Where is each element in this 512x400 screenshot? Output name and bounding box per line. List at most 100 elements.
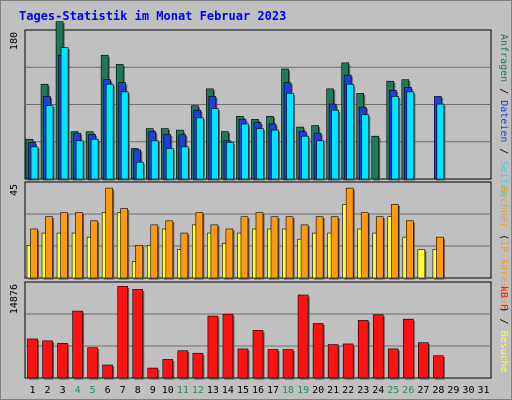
x-tick-label: 29 (447, 385, 459, 396)
x-tick-label: 28 (432, 385, 444, 396)
bar-seiten (301, 135, 309, 180)
x-tick-label: 12 (192, 385, 204, 396)
legend-segment: / (498, 82, 509, 100)
bar-seiten (181, 146, 189, 180)
bar-kb (312, 323, 324, 379)
bar-kb (403, 318, 414, 379)
x-tick-label: 17 (267, 385, 279, 396)
x-tick-label: 30 (462, 385, 474, 396)
bar-besuche (345, 187, 354, 279)
x-tick-label: 22 (342, 385, 354, 396)
bar-seiten (241, 123, 249, 180)
bar-kb (192, 352, 204, 379)
bar-kb (418, 342, 429, 379)
panel-mid-max-label: 45 (9, 184, 20, 196)
bar-besuche (150, 224, 159, 279)
bar-besuche (180, 232, 189, 279)
bar-kb (162, 359, 174, 379)
bar-kb (132, 289, 144, 379)
bar-kb (357, 320, 369, 379)
bar-seiten (346, 83, 354, 180)
bar-kb (327, 344, 339, 379)
panel-mid-legend: Rechner (IP-Adressen) / Besuche (498, 186, 509, 373)
x-tick-label: 9 (150, 385, 156, 396)
bar-seiten (75, 140, 84, 180)
bar-seiten (256, 128, 264, 180)
bar-besuche (210, 224, 219, 279)
bar-kb (387, 348, 399, 379)
bar-besuche (300, 224, 309, 279)
bar-kb (342, 343, 354, 379)
bar-besuche (75, 212, 83, 279)
bar-kb (297, 294, 309, 379)
bar-seiten (196, 117, 204, 180)
bar-besuche (195, 212, 204, 279)
bar-besuche (45, 216, 53, 279)
x-tick-label: 21 (327, 385, 339, 396)
x-tick-label: 14 (222, 385, 234, 396)
legend-segment: ) / (498, 306, 509, 330)
x-tick-label: 8 (135, 385, 141, 396)
legend-segment: kB F (498, 286, 509, 310)
bar-rechner (417, 249, 426, 279)
bar-seiten (271, 129, 279, 180)
x-tick-label: 1 (30, 385, 36, 396)
x-tick-label: 24 (372, 385, 384, 396)
x-tick-label: 7 (120, 385, 126, 396)
bar-seiten (105, 83, 114, 180)
bar-kb (252, 330, 264, 379)
legend-segment: ( (498, 228, 509, 240)
chart-title: Tages-Statistik im Monat Februar 2023 (19, 9, 287, 23)
bar-seiten (361, 114, 370, 180)
bar-kb (177, 350, 189, 379)
x-tick-label: 19 (297, 385, 309, 396)
bar-seiten (226, 142, 234, 180)
x-tick-label: 27 (417, 385, 429, 396)
bar-seiten (286, 93, 294, 180)
bar-kb (87, 347, 98, 379)
bar-besuche (390, 204, 399, 279)
bar-seiten (45, 105, 54, 180)
x-tick-label: 31 (477, 385, 489, 396)
bar-kb (433, 355, 444, 379)
bar-seiten (331, 109, 339, 180)
legend-segment: Anfragen (498, 34, 509, 82)
bar-seiten (60, 47, 69, 180)
x-tick-label: 5 (90, 385, 96, 396)
bar-besuche (225, 228, 234, 279)
bar-besuche (360, 212, 369, 279)
x-tick-label: 26 (402, 385, 414, 396)
bar-besuche (240, 216, 249, 279)
x-tick-label: 11 (177, 385, 189, 396)
bar-besuche (120, 208, 128, 279)
bar-besuche (285, 216, 294, 279)
x-tick-label: 13 (207, 385, 219, 396)
bar-seiten (90, 138, 99, 180)
bar-seiten (391, 96, 400, 180)
bar-kb (207, 315, 219, 379)
bar-kb (222, 313, 234, 379)
bar-kb (282, 349, 294, 379)
bar-kb (72, 310, 83, 379)
bar-seiten (436, 103, 445, 180)
bar-besuche (105, 187, 113, 279)
bar-kb (267, 349, 279, 379)
bar-seiten (316, 140, 324, 180)
bar-besuche (270, 216, 279, 279)
bar-seiten (211, 108, 219, 180)
bar-besuche (135, 245, 144, 279)
bar-kb (57, 343, 68, 379)
bar-besuche (165, 220, 174, 279)
bar-seiten (150, 140, 159, 180)
panel-bot-legend: kB F (498, 286, 509, 310)
bar-besuche (330, 216, 339, 279)
panel-top-max-label: 180 (9, 32, 20, 50)
bar-kb (102, 364, 113, 379)
bar-seiten (30, 146, 39, 180)
bar-besuche (375, 216, 384, 279)
bar-kb (27, 338, 38, 379)
legend-segment: / (498, 142, 509, 160)
x-tick-label: 16 (252, 385, 264, 396)
